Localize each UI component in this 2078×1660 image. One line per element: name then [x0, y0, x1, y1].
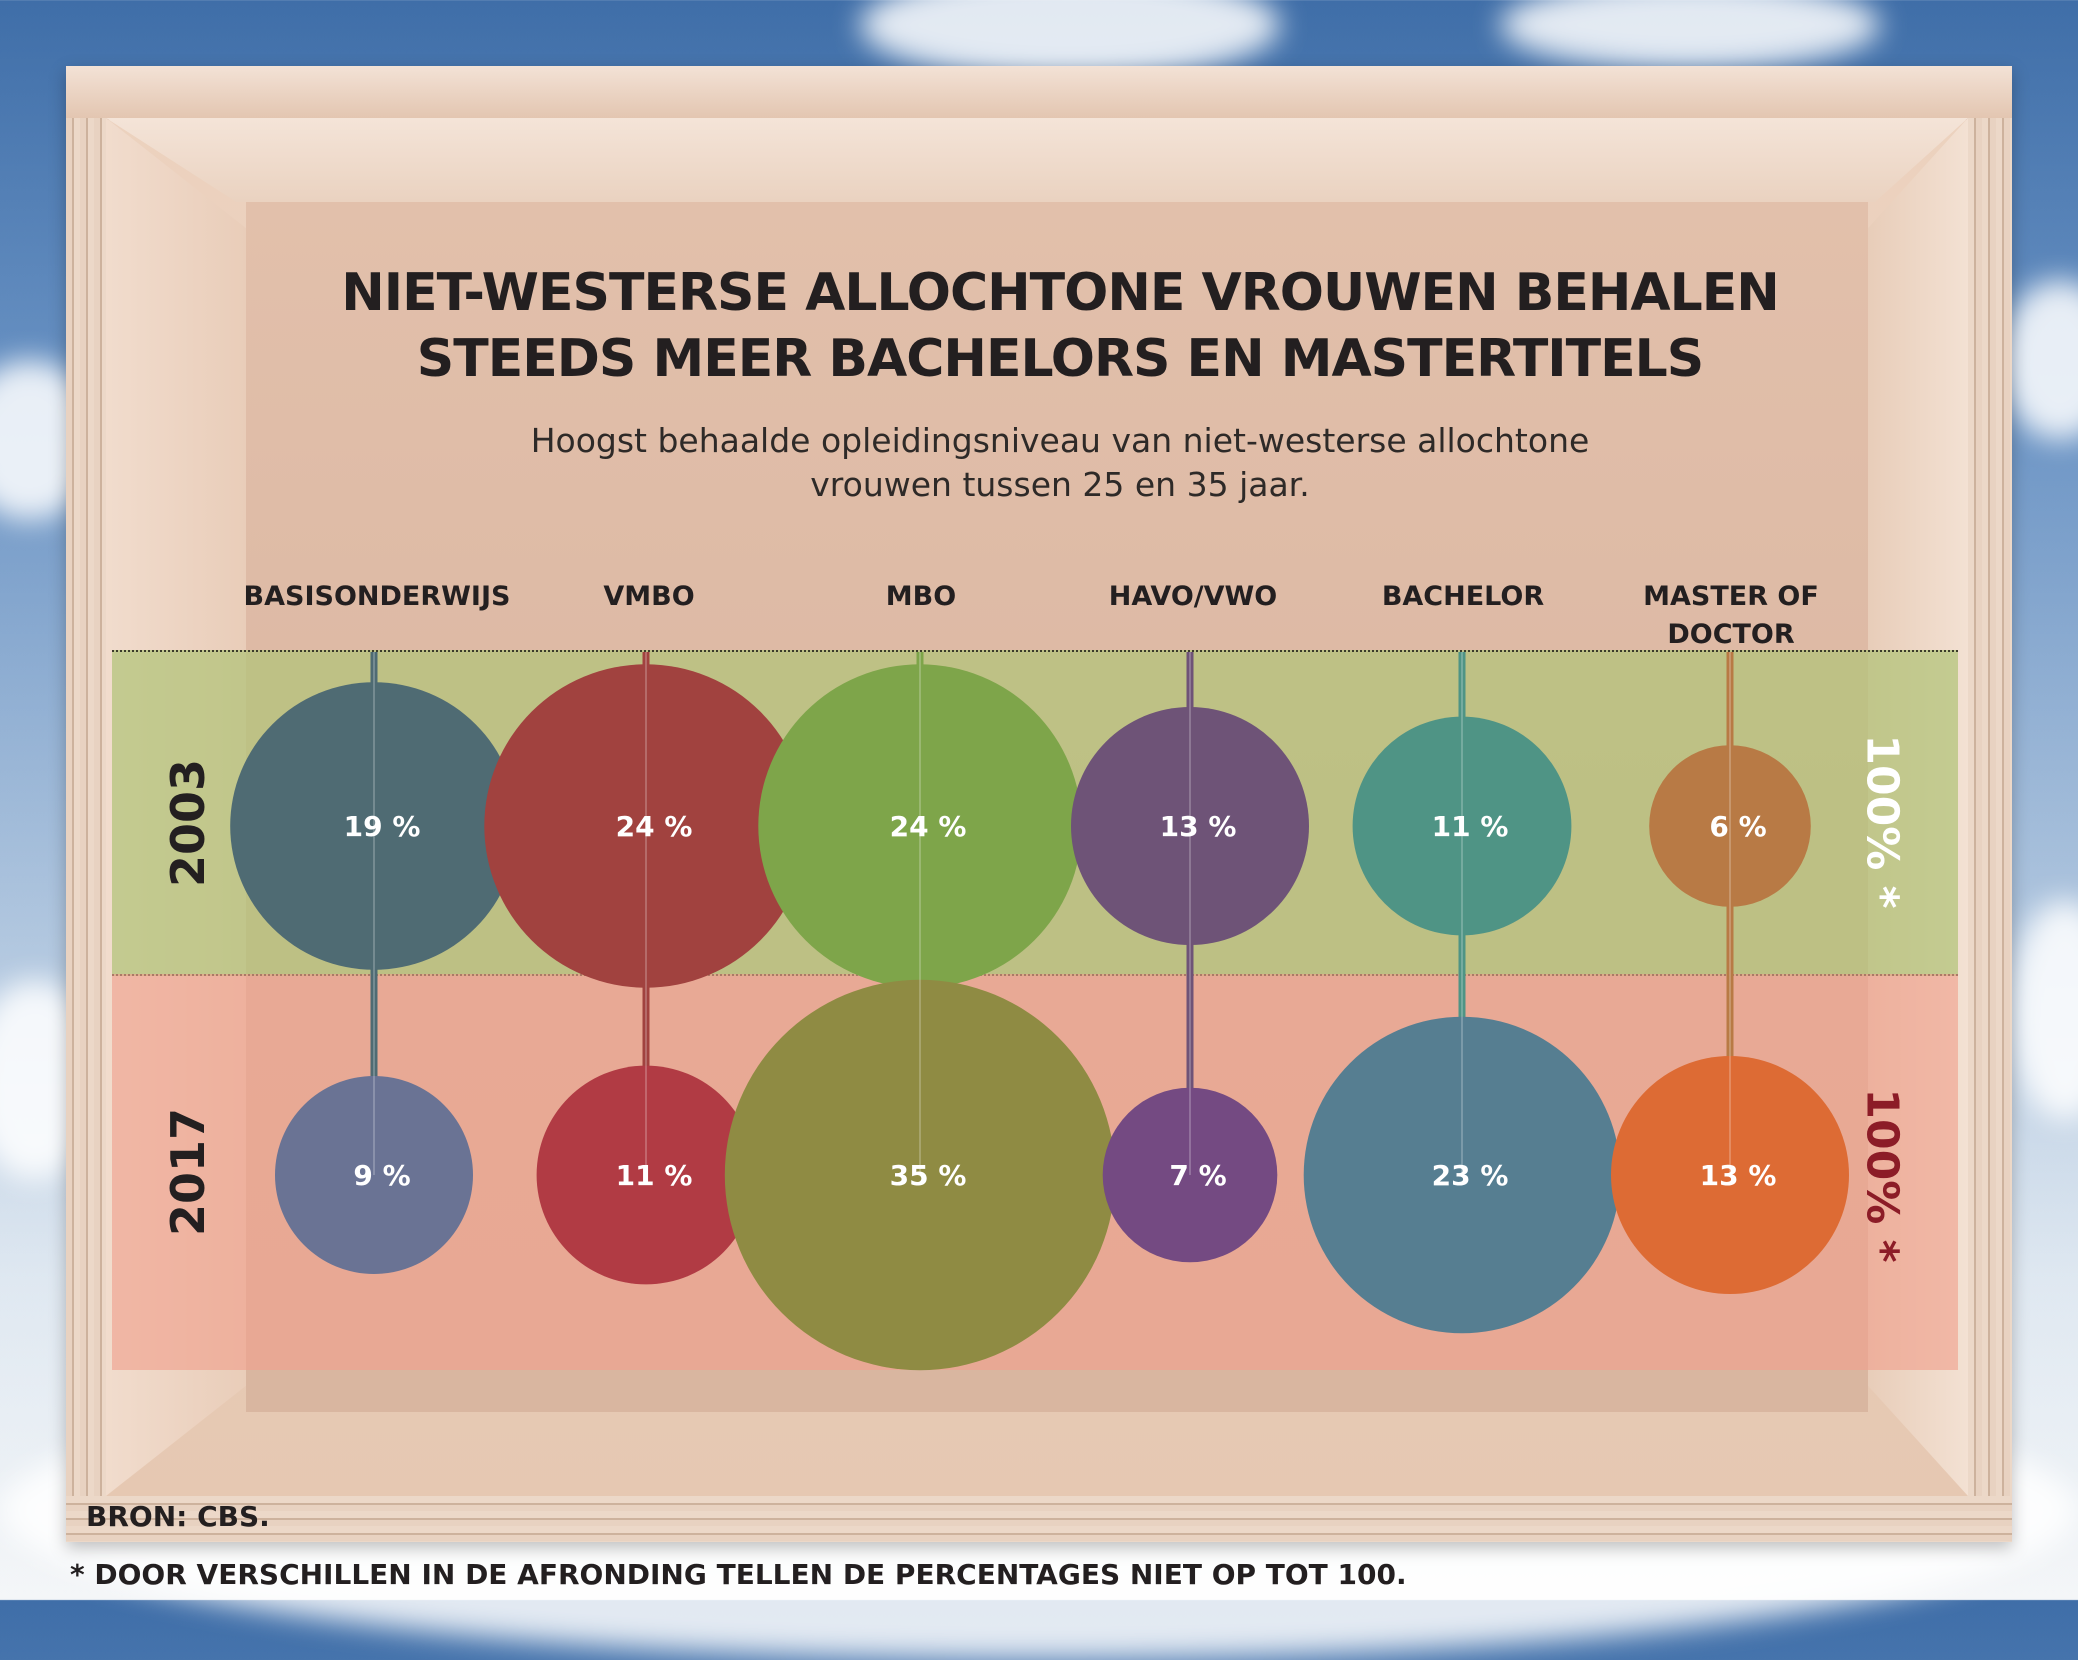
chart-subtitle-line-1: Hoogst behaalde opleidingsniveau van nie…: [530, 421, 1590, 460]
source-note: BRON: CBS.: [86, 1500, 270, 1533]
data-label-2017-bachelor: 23 %: [1432, 1159, 1509, 1192]
bubble-2017-basisonderwijs: [275, 1076, 473, 1274]
bubble-2003-mbo: [758, 664, 1082, 988]
chart-subtitle-line-2: vrouwen tussen 25 en 35 jaar.: [810, 465, 1310, 504]
category-label-line: HAVO/VWO: [1108, 581, 1278, 612]
category-label-basisonderwijs: BASISONDERWIJS: [212, 578, 542, 616]
box-rim-left: [66, 118, 106, 1538]
category-label-line: BACHELOR: [1381, 581, 1545, 612]
box-rim-bottom: [66, 1496, 2012, 1542]
data-label-2017-havo-vwo: 7 %: [1169, 1159, 1226, 1192]
chart-title-line-2: STEEDS MEER BACHELORS EN MASTERTITELS: [416, 329, 1704, 389]
bubble-chart: 19 % 24 % 24 % 13 % 11 % 6 % 9 % 11 % 35 % 7 % 23 …: [230, 652, 1849, 1371]
bubble-2003-basisonderwijs: [230, 682, 518, 970]
category-label-line: DOCTOR: [1667, 619, 1795, 650]
category-label-bachelor: BACHELOR: [1298, 578, 1628, 616]
data-label-2017-mbo: 35 %: [890, 1159, 967, 1192]
bubble-2017-master-of-doctor: [1611, 1056, 1849, 1294]
data-label-2017-vmbo: 11 %: [616, 1159, 693, 1192]
bubble-2017-bachelor: [1303, 1016, 1621, 1334]
data-label-2003-bachelor: 11 %: [1432, 810, 1509, 843]
category-label-line: MASTER OF: [1643, 581, 1819, 612]
data-label-2003-basisonderwijs: 19 %: [344, 810, 421, 843]
bubble-2017-mbo: [724, 979, 1116, 1371]
bubble-2003-bachelor: [1352, 716, 1572, 936]
bubble-2017-havo-vwo: [1102, 1087, 1278, 1263]
data-label-2003-havo-vwo: 13 %: [1160, 810, 1237, 843]
box-inner-wall-top: [106, 118, 1968, 202]
category-label-master-of-doctor: MASTER OF DOCTOR: [1566, 578, 1896, 654]
data-label-2017-master-of-doctor: 13 %: [1700, 1159, 1777, 1192]
chart-title-line-1: NIET-WESTERSE ALLOCHTONE VROUWEN BEHALEN: [341, 263, 1780, 323]
data-label-2003-mbo: 24 %: [890, 810, 967, 843]
bubble-2017-vmbo: [536, 1065, 756, 1285]
category-label-line: BASISONDERWIJS: [243, 581, 511, 612]
bubble-2003-master-of-doctor: [1649, 745, 1811, 907]
category-label-line: VMBO: [603, 581, 695, 612]
category-label-line: MBO: [885, 581, 957, 612]
category-label-vmbo: VMBO: [484, 578, 814, 616]
category-label-mbo: MBO: [756, 578, 1086, 616]
footnote: * DOOR VERSCHILLEN IN DE AFRONDING TELLE…: [70, 1558, 1407, 1591]
data-label-2003-vmbo: 24 %: [616, 810, 693, 843]
category-label-havo-vwo: HAVO/VWO: [1028, 578, 1358, 616]
bubble-2003-vmbo: [484, 664, 808, 988]
data-label-2017-basisonderwijs: 9 %: [353, 1159, 410, 1192]
data-label-2003-master-of-doctor: 6 %: [1709, 810, 1766, 843]
bubble-2003-havo-vwo: [1071, 707, 1309, 945]
cloud: [1500, 0, 1880, 70]
box-rim-right: [1968, 118, 2012, 1538]
